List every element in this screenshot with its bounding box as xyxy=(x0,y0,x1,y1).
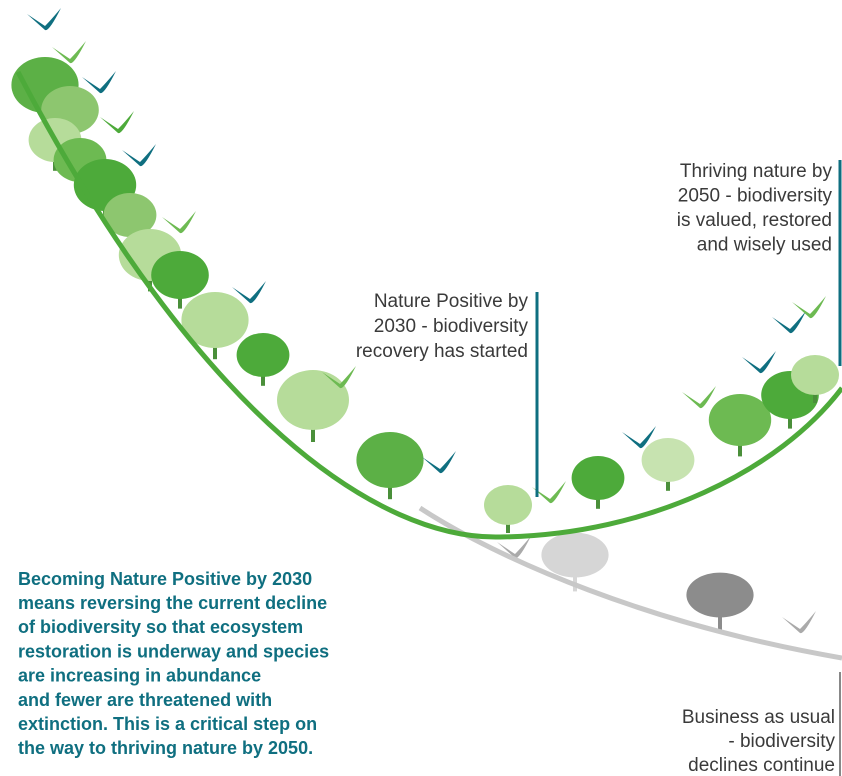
annotation-line: is valued, restored xyxy=(677,210,832,231)
bird xyxy=(792,296,826,318)
description-line: means reversing the current decline xyxy=(18,593,327,613)
description-line: and fewer are threatened with xyxy=(18,690,272,710)
infographic: Thriving nature by 2050 - biodiversity is … xyxy=(0,0,842,776)
bird xyxy=(772,311,806,333)
bird xyxy=(682,386,716,408)
annotation-line: - biodiversity xyxy=(728,731,835,752)
bird xyxy=(782,611,816,633)
description-line: are increasing in abundance xyxy=(18,666,261,686)
tree-crown xyxy=(356,432,423,488)
tree-crown xyxy=(686,573,753,618)
description-line: of biodiversity so that ecosystem xyxy=(18,617,303,637)
annotation-line: and wisely used xyxy=(697,235,832,256)
bird xyxy=(162,211,196,233)
tree-crown xyxy=(541,533,608,578)
bird xyxy=(122,144,156,166)
description-line: extinction. This is a critical step on xyxy=(18,714,317,734)
decline-curve xyxy=(420,508,842,658)
annotation-line: declines continue xyxy=(688,755,835,776)
bird xyxy=(422,451,456,473)
bird xyxy=(27,8,61,30)
description-line: Becoming Nature Positive by 2030 xyxy=(18,569,312,589)
annotation-line: Nature Positive by xyxy=(374,291,529,312)
tree-crown xyxy=(709,394,771,446)
annotation-line: 2050 - biodiversity xyxy=(678,186,833,207)
annotation-line: Business as usual xyxy=(682,707,835,728)
tree-crown xyxy=(642,438,695,482)
description-line: the way to thriving nature by 2050. xyxy=(18,738,313,758)
tree-crown xyxy=(151,251,209,299)
bird xyxy=(742,351,776,373)
bird xyxy=(82,71,116,93)
tree-crown xyxy=(791,355,839,395)
tree-crown xyxy=(237,333,290,377)
tree-crown xyxy=(277,370,349,430)
annotation-line: 2030 - biodiversity xyxy=(374,316,529,337)
tree-crown xyxy=(484,485,532,525)
annotation-line: Thriving nature by xyxy=(680,161,833,182)
description-line: restoration is underway and species xyxy=(18,641,329,661)
annotation-line: recovery has started xyxy=(356,341,528,362)
bird xyxy=(100,111,134,133)
tree-crown xyxy=(572,456,625,500)
